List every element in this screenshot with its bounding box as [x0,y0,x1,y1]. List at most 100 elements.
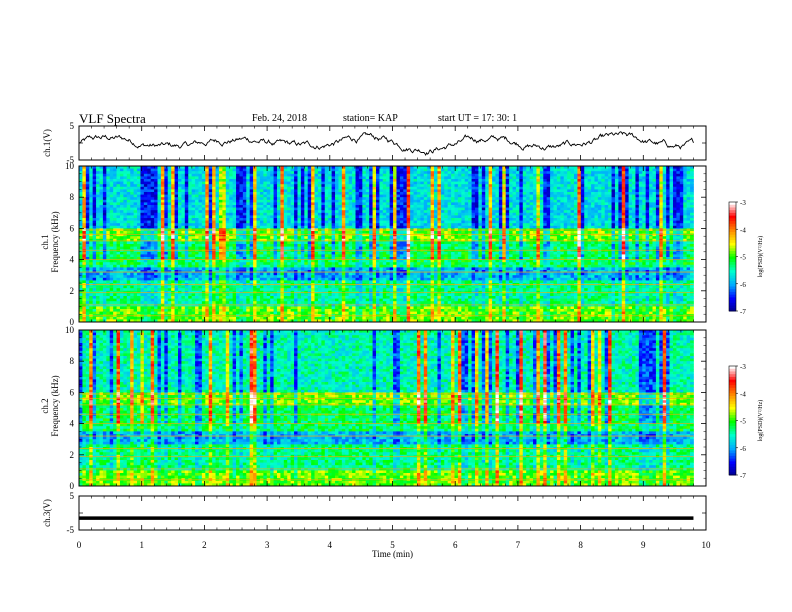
spectrogram-cell [598,171,602,174]
spectrogram-cell [321,200,325,203]
spectrogram-cell [629,192,633,195]
spectrogram-cell [690,189,694,192]
spectrogram-cell [444,171,448,174]
spectrogram-cell [294,200,298,203]
spectrogram-cell [437,192,441,195]
spectrogram-cell [499,195,503,198]
spectrogram-cell [547,192,551,195]
spectrogram-cell [472,195,476,198]
spectrogram-cell [557,184,561,187]
spectrogram-cell [321,182,325,185]
spectrogram-cell [96,195,100,198]
spectrogram-cell [417,213,421,216]
spectrogram-cell [219,171,223,174]
spectrogram-cell [328,179,332,182]
spectrogram-cell [342,171,346,174]
spectrogram-cell [311,197,315,200]
spectrogram-cell [437,200,441,203]
spectrogram-cell [513,179,517,182]
spectrogram-cell [140,208,144,211]
spectrogram-cell [144,174,148,177]
spectrogram-cell [396,189,400,192]
spectrogram-cell [335,184,339,187]
spectrogram-cell [233,179,237,182]
spectrogram-cell [308,189,312,192]
spectrogram-cell [495,176,499,179]
spectrogram-cell [158,184,162,187]
spectrogram-cell [379,174,383,177]
spectrogram-cell [492,208,496,211]
spectrogram-cell [117,195,121,198]
spectrogram-cell [632,202,636,205]
spectrogram-cell [455,179,459,182]
spectrogram-cell [137,200,141,203]
spectrogram-cell [202,200,206,203]
spectrogram-cell [154,189,158,192]
spectrogram-cell [560,195,564,198]
spectrogram-cell [373,210,377,213]
spectrogram-cell [543,176,547,179]
spectrogram-cell [349,176,353,179]
spectrogram-cell [492,187,496,190]
spectrogram-cell [417,169,421,172]
spectrogram-cell [482,171,486,174]
spectrogram-cell [390,202,394,205]
spectrogram-cell [564,184,568,187]
spectrogram-cell [226,187,230,190]
spectrogram-cell [584,192,588,195]
spectrogram-cell [420,195,424,198]
spectrogram-cell [82,197,86,200]
spectrogram-cell [441,176,445,179]
spectrogram-cell [414,210,418,213]
spectrogram-cell [543,192,547,195]
spectrogram-cell [222,171,226,174]
spectrogram-cell [383,208,387,211]
spectrogram-cell [386,184,390,187]
spectrogram-cell [383,176,387,179]
spectrogram-cell [564,205,568,208]
spectrogram-cell [393,171,397,174]
spectrogram-cell [547,202,551,205]
spectrogram-cell [386,195,390,198]
spectrogram-cell [564,189,568,192]
spectrogram-cell [335,171,339,174]
spectrogram-cell [465,179,469,182]
spectrogram-cell [161,200,165,203]
spectrogram-cell [263,197,267,200]
spectrogram-cell [584,189,588,192]
spectrogram-cell [536,184,540,187]
spectrogram-cell [550,202,554,205]
spectrogram-cell [431,197,435,200]
spectrogram-cell [390,179,394,182]
spectrogram-cell [635,176,639,179]
spectrogram-cell [403,205,407,208]
spectrogram-cell [287,213,291,216]
spectrogram-cell [625,195,629,198]
spectrogram-cell [475,171,479,174]
spectrogram-cell [229,189,233,192]
spectrogram-cell [506,213,510,216]
spectrogram-cell [294,184,298,187]
spectrogram-cell [154,176,158,179]
spectrogram-cell [659,189,663,192]
spectrogram-cell [530,210,534,213]
spectrogram-cell [359,182,363,185]
spectrogram-cell [468,182,472,185]
spectrogram-cell [550,174,554,177]
spectrogram-cell [117,174,121,177]
spectrogram-cell [444,205,448,208]
spectrogram-cell [291,202,295,205]
spectrogram-cell [410,192,414,195]
spectrogram-cell [526,197,530,200]
spectrogram-cell [427,195,431,198]
spectrogram-cell [455,210,459,213]
spectrogram-cell [427,174,431,177]
spectrogram-cell [468,210,472,213]
spectrogram-cell [158,195,162,198]
spectrogram-cell [379,169,383,172]
spectrogram-cell [96,179,100,182]
spectrogram-cell [362,205,366,208]
spectrogram-cell [291,192,295,195]
spectrogram-cell [444,210,448,213]
spectrogram-cell [407,184,411,187]
